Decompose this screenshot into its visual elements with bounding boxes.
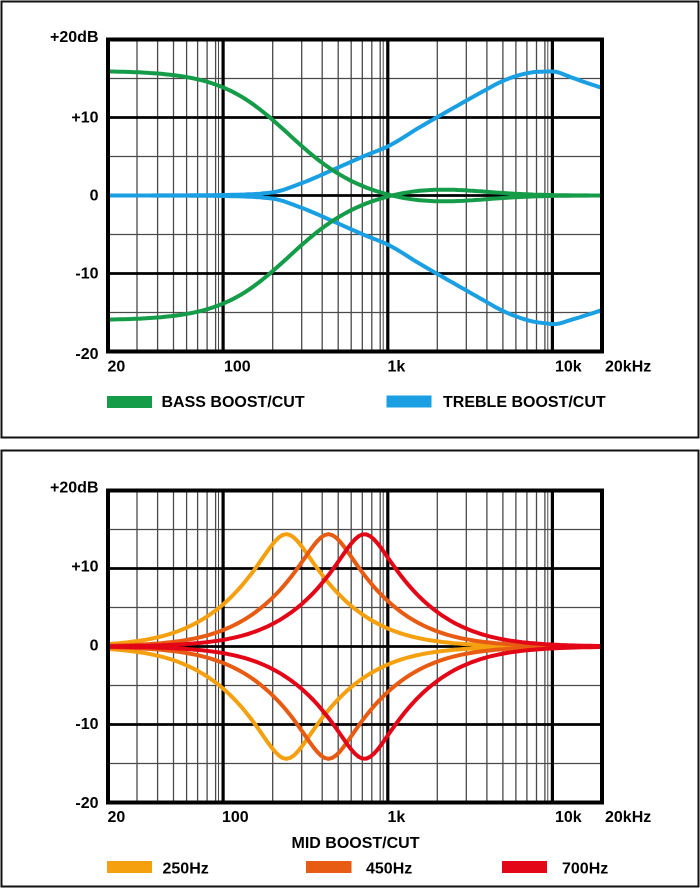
svg-text:250Hz: 250Hz (163, 861, 209, 878)
svg-text:20kHz: 20kHz (605, 809, 651, 826)
svg-text:+20dB: +20dB (50, 29, 98, 46)
svg-text:10k: 10k (555, 809, 582, 826)
svg-text:-20: -20 (75, 346, 98, 363)
svg-text:BASS BOOST/CUT: BASS BOOST/CUT (162, 394, 305, 411)
svg-text:+10: +10 (71, 110, 98, 127)
svg-text:20: 20 (108, 359, 126, 376)
svg-text:TREBLE BOOST/CUT: TREBLE BOOST/CUT (443, 394, 606, 411)
svg-text:0: 0 (90, 188, 99, 205)
svg-text:10k: 10k (555, 359, 582, 376)
svg-text:-10: -10 (75, 266, 98, 283)
svg-text:+10: +10 (71, 559, 98, 576)
svg-text:700Hz: 700Hz (562, 861, 608, 878)
svg-text:-20: -20 (75, 795, 98, 812)
svg-text:-10: -10 (75, 716, 98, 733)
svg-text:0: 0 (90, 638, 99, 655)
svg-text:20kHz: 20kHz (605, 359, 651, 376)
svg-text:1k: 1k (388, 359, 406, 376)
svg-text:100: 100 (222, 809, 249, 826)
svg-text:+20dB: +20dB (50, 480, 98, 497)
svg-text:20: 20 (108, 809, 126, 826)
svg-text:450Hz: 450Hz (366, 861, 412, 878)
svg-text:100: 100 (224, 359, 251, 376)
svg-text:MID BOOST/CUT: MID BOOST/CUT (292, 835, 420, 852)
svg-text:1k: 1k (388, 809, 406, 826)
